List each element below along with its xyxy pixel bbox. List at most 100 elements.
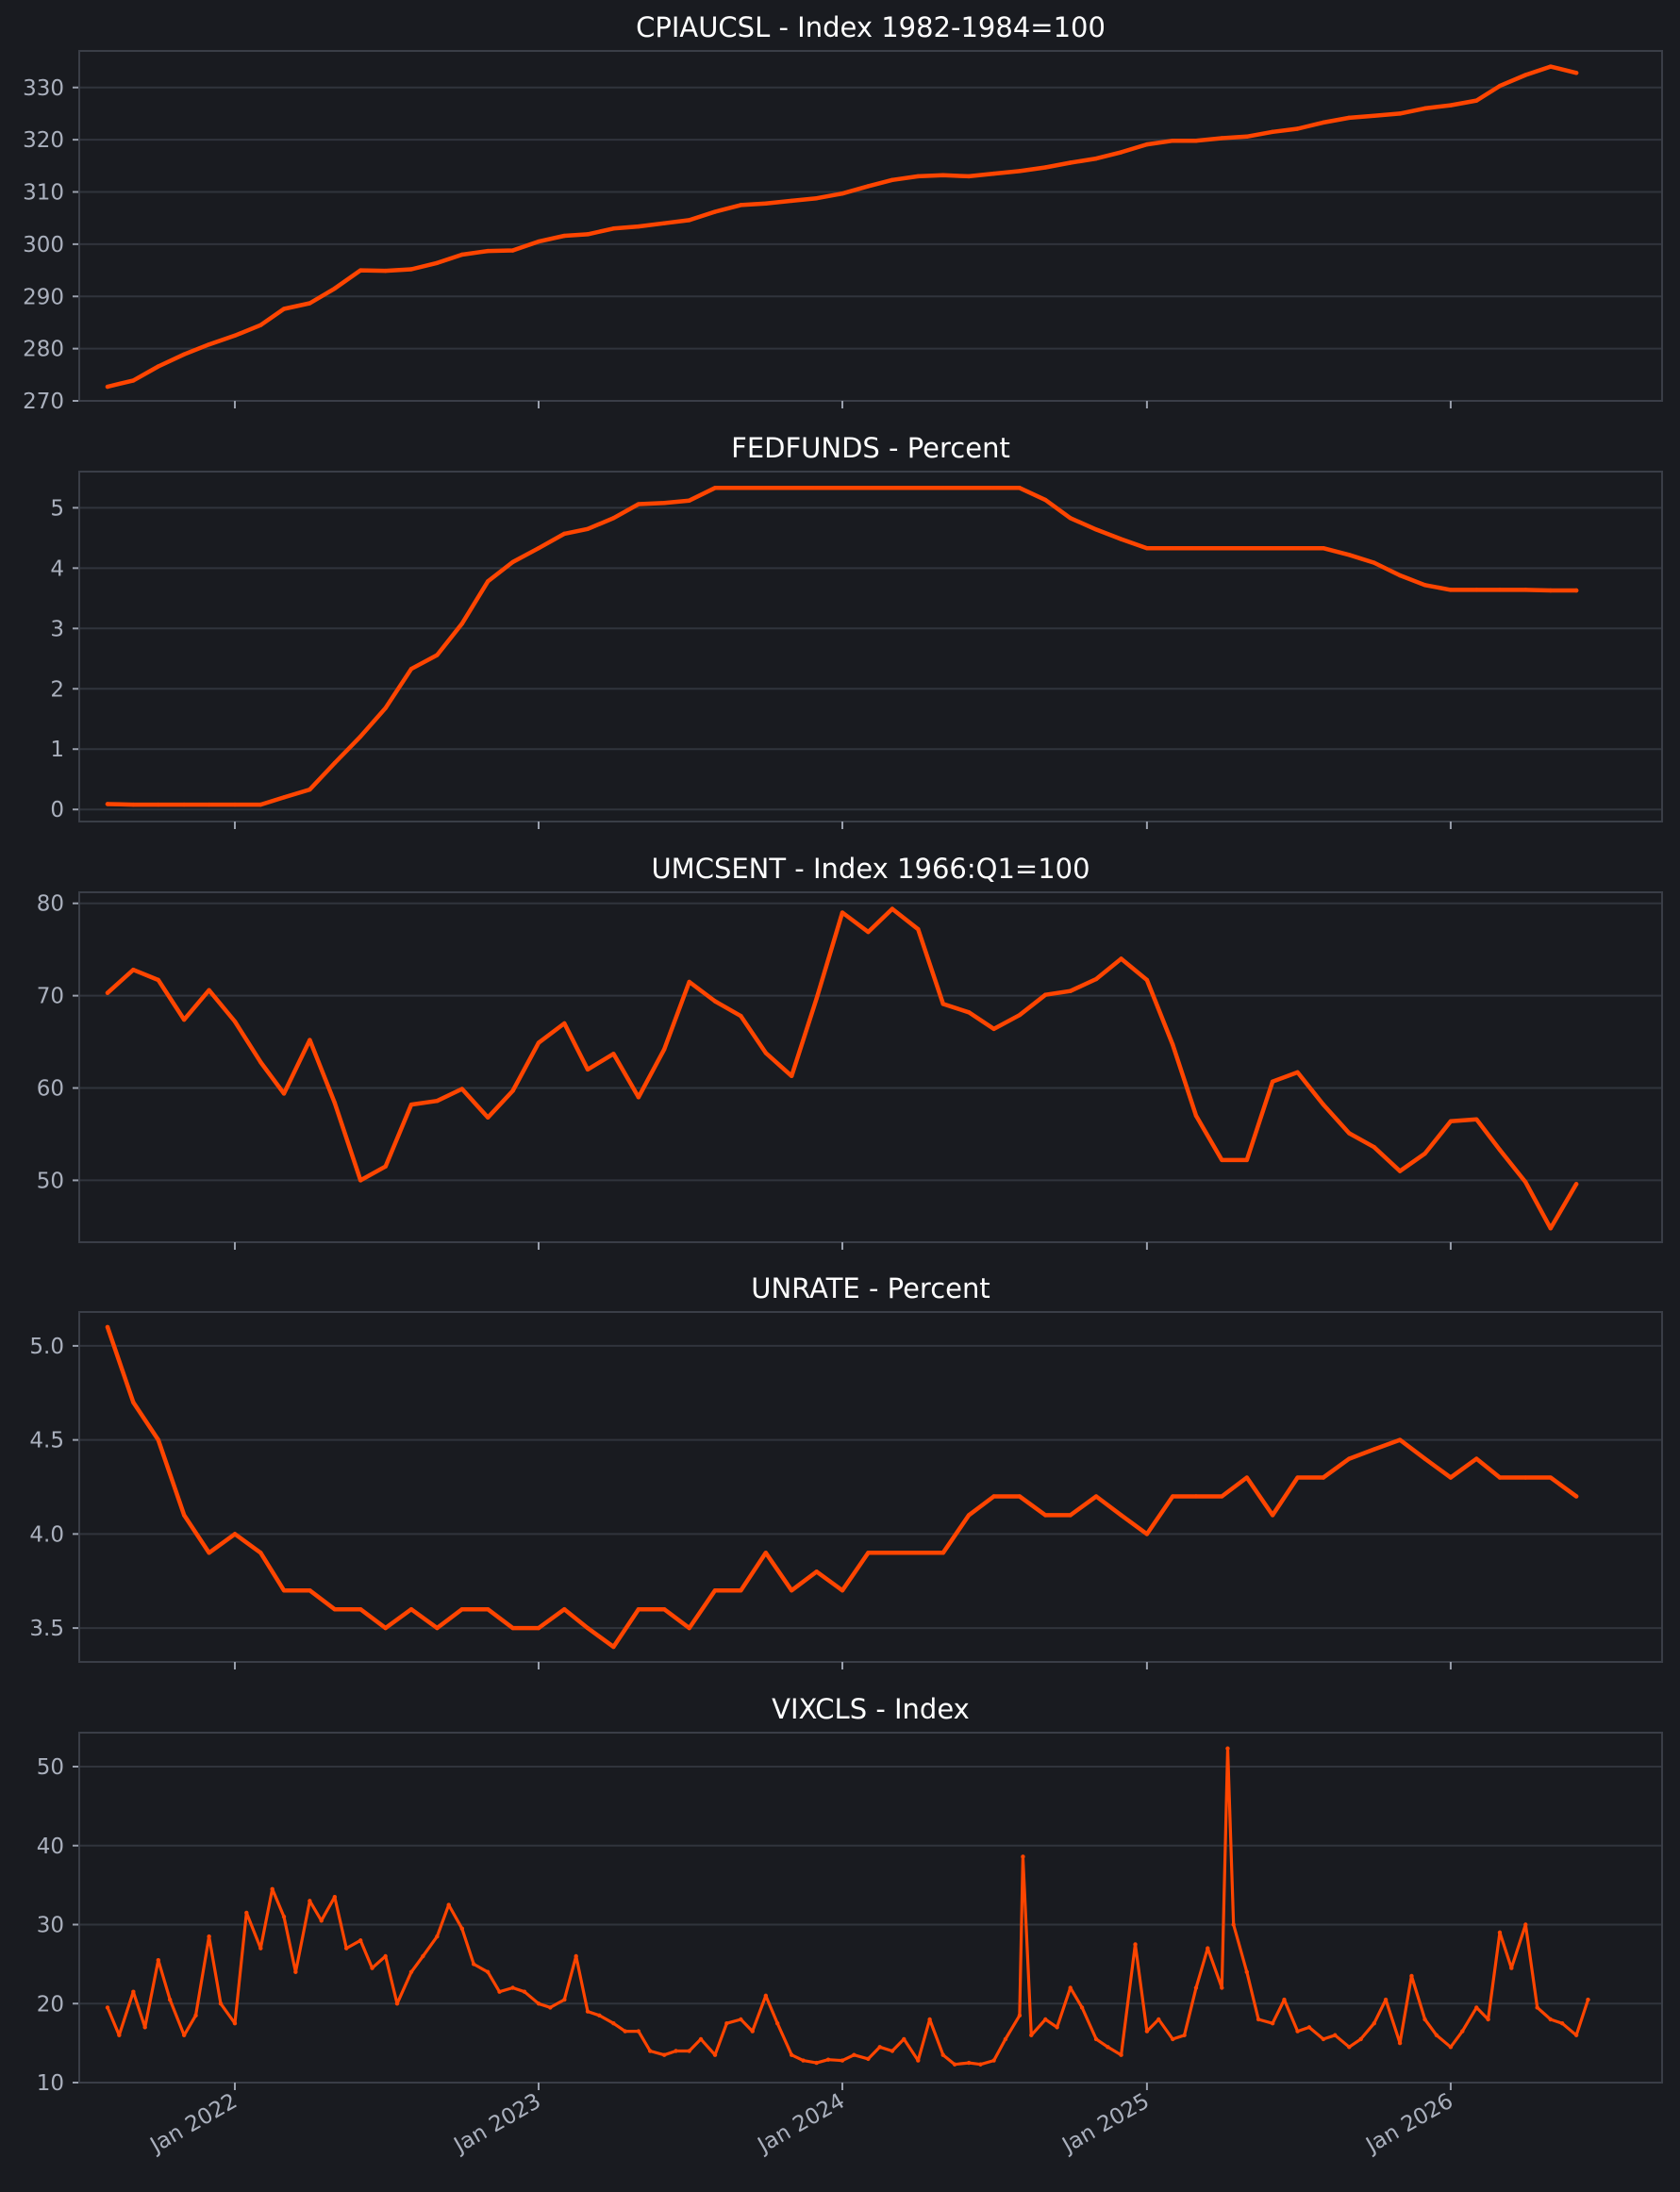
- data-point: [1573, 1182, 1579, 1187]
- data-point: [105, 1324, 110, 1330]
- data-point: [1055, 2025, 1059, 2030]
- data-point: [739, 203, 743, 208]
- data-point: [485, 248, 491, 254]
- data-point: [1295, 1070, 1300, 1075]
- x-tick-label: Jan 2024: [753, 2089, 849, 2159]
- y-tick-label: 4.5: [29, 1429, 64, 1453]
- plot-area: [79, 1733, 1662, 2083]
- data-point: [1347, 1456, 1352, 1461]
- data-point: [181, 802, 187, 807]
- data-point: [1244, 546, 1249, 551]
- plot-area: [79, 51, 1662, 401]
- data-point: [181, 1513, 187, 1518]
- data-point: [1043, 165, 1048, 170]
- data-point: [1068, 1985, 1073, 1990]
- data-point: [510, 1985, 515, 1990]
- data-point: [1270, 1513, 1275, 1518]
- data-point: [1295, 126, 1300, 131]
- data-point: [156, 1437, 161, 1442]
- data-point: [890, 2049, 895, 2053]
- data-point: [281, 307, 287, 311]
- data-point: [1397, 111, 1403, 116]
- data-point: [966, 486, 972, 490]
- data-point: [232, 802, 238, 807]
- data-point: [218, 2001, 224, 2006]
- data-point: [536, 239, 541, 244]
- data-point: [877, 2045, 882, 2050]
- data-point: [789, 1073, 794, 1078]
- data-point: [131, 378, 136, 383]
- data-point: [1206, 1946, 1210, 1951]
- data-point: [1119, 1513, 1123, 1518]
- plot-area: [79, 472, 1662, 822]
- data-point: [866, 1551, 871, 1555]
- chart-panel-4: 3.5 4.0 4.5 5.0 UNRATE - Percent: [29, 1272, 1663, 1669]
- data-point: [1119, 956, 1123, 961]
- data-point: [1383, 1997, 1389, 2002]
- data-point: [1093, 527, 1099, 532]
- data-point: [687, 218, 691, 223]
- data-point: [585, 526, 590, 531]
- data-point: [156, 802, 161, 807]
- data-point: [712, 1588, 718, 1593]
- data-point: [1068, 988, 1073, 993]
- data-point: [1333, 2033, 1338, 2037]
- data-point: [1460, 2029, 1465, 2034]
- data-point: [1523, 73, 1528, 77]
- data-point: [712, 486, 718, 490]
- data-point: [978, 2062, 983, 2067]
- data-point: [562, 233, 567, 239]
- data-point: [916, 926, 921, 932]
- data-point: [814, 996, 819, 1001]
- data-point: [1474, 98, 1479, 103]
- data-point: [648, 2049, 653, 2053]
- data-point: [358, 1606, 363, 1612]
- y-tick-label: 330: [23, 76, 64, 101]
- data-point: [1486, 2017, 1490, 2022]
- data-point: [1220, 1157, 1224, 1163]
- data-point: [485, 1969, 491, 1974]
- data-point: [1397, 573, 1403, 578]
- data-point: [1171, 2036, 1175, 2042]
- data-point: [840, 486, 845, 490]
- data-point: [1225, 1746, 1230, 1751]
- data-point: [270, 1886, 274, 1892]
- data-point: [940, 173, 945, 177]
- data-point: [1270, 2020, 1275, 2026]
- y-tick-label: 0: [50, 798, 64, 822]
- data-point: [712, 209, 718, 214]
- data-point: [1282, 1997, 1287, 2002]
- data-point: [1144, 1532, 1150, 1536]
- data-point: [1372, 1144, 1376, 1150]
- data-point: [1043, 1513, 1048, 1518]
- data-point: [1220, 1494, 1224, 1499]
- data-point: [1548, 1475, 1553, 1480]
- data-point: [1144, 2029, 1150, 2034]
- chart-panel-3: 50 60 70 80 UMCSENT - Index 1966:Q1=100: [37, 853, 1663, 1250]
- y-tick-label: 290: [23, 285, 64, 309]
- data-point: [687, 979, 691, 985]
- data-point: [623, 2029, 627, 2034]
- data-point: [308, 787, 312, 792]
- plot-frame: [78, 1311, 1663, 1663]
- plot-frame: [78, 891, 1663, 1243]
- data-point: [763, 1051, 769, 1055]
- data-point: [636, 2029, 641, 2034]
- data-point: [1270, 129, 1275, 135]
- data-point: [1448, 2045, 1454, 2050]
- y-tick-label: 70: [37, 985, 64, 1009]
- data-point: [1193, 139, 1199, 143]
- chart-panel-1: 270 280 290 300 310 320 330 CPIAUCSL - Index 19…: [23, 11, 1663, 414]
- data-point: [308, 1038, 312, 1042]
- data-point: [1106, 2045, 1110, 2050]
- data-point: [916, 1551, 921, 1555]
- data-point: [131, 802, 136, 807]
- data-point: [789, 486, 794, 490]
- data-point: [548, 2005, 553, 2010]
- data-point: [408, 1606, 414, 1612]
- data-point: [1017, 1494, 1023, 1499]
- data-point: [510, 559, 515, 565]
- data-point: [1182, 2033, 1187, 2037]
- data-point: [1068, 1513, 1073, 1518]
- data-point: [1474, 2005, 1479, 2010]
